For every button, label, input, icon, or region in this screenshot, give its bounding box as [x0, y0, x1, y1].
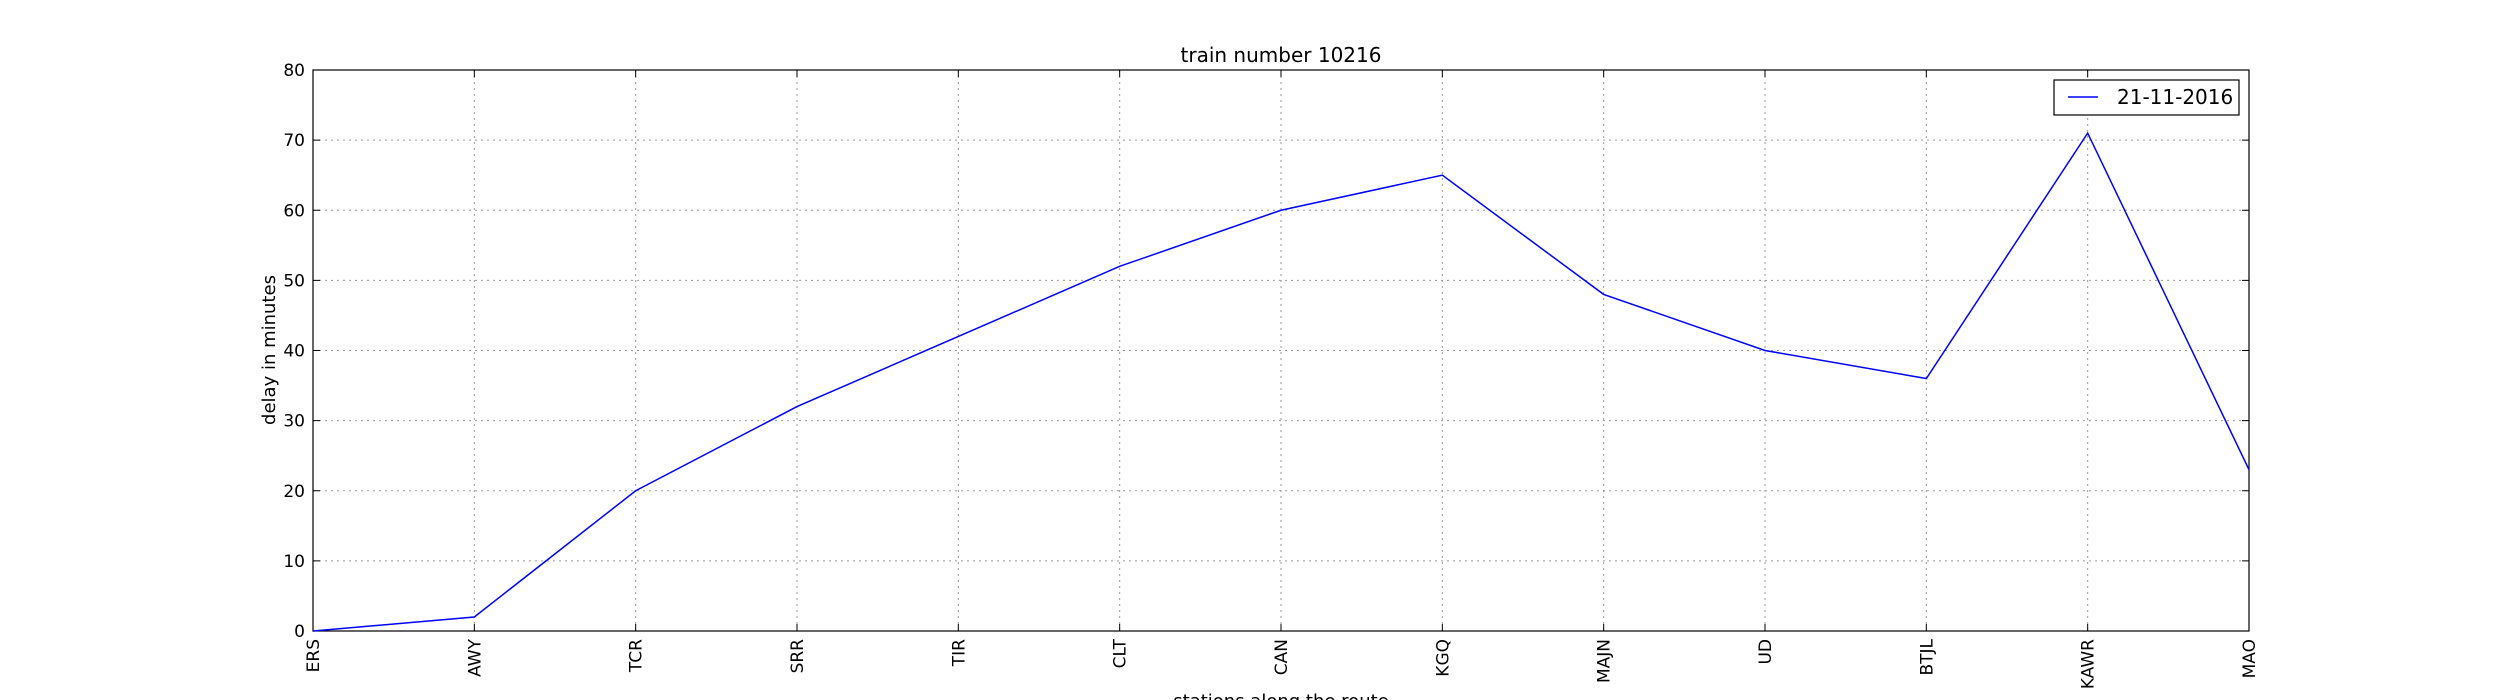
x-tick-label: AWY — [465, 638, 485, 677]
x-tick-label: TCR — [627, 639, 647, 673]
y-tick-label: 50 — [283, 271, 305, 291]
x-axis: ERS AWY TCR SRR TIR CLT CAN KGQ MAJN UD BTJL KAWR MA… — [304, 70, 2260, 689]
x-axis-label: stations along the route — [1173, 691, 1388, 700]
y-tick-label: 20 — [283, 482, 305, 502]
grid — [312, 69, 2250, 632]
y-axis: 0 10 20 30 40 50 60 70 80 — [283, 61, 2249, 642]
series-layer — [312, 131, 2250, 632]
y-tick-label: 70 — [283, 131, 305, 151]
x-tick-label: UD — [1756, 639, 1776, 665]
series-line — [312, 131, 2250, 632]
x-tick-label: KAWR — [2079, 639, 2099, 689]
x-tick-label: ERS — [304, 639, 324, 672]
x-tick-label: TIR — [949, 639, 969, 667]
legend-entry-label: 21-11-2016 — [2117, 85, 2233, 109]
x-tick-label: BTJL — [1917, 638, 1937, 675]
y-tick-label: 40 — [283, 342, 305, 362]
y-axis-label: delay in minutes — [259, 275, 280, 425]
chart-title: train number 10216 — [1181, 43, 1382, 67]
x-tick-label: KGQ — [1433, 639, 1453, 677]
x-tick-label: CLT — [1111, 638, 1131, 668]
x-tick-label: CAN — [1272, 639, 1292, 675]
legend: 21-11-2016 — [2053, 79, 2240, 116]
y-tick-label: 10 — [283, 552, 305, 572]
y-tick-label: 30 — [283, 412, 305, 432]
x-tick-label: SRR — [788, 639, 808, 674]
y-tick-label: 60 — [283, 201, 305, 221]
y-tick-label: 80 — [283, 61, 305, 81]
x-tick-label: MAO — [2240, 639, 2260, 678]
y-tick-label: 0 — [294, 622, 305, 642]
x-tick-label: MAJN — [1595, 639, 1615, 683]
